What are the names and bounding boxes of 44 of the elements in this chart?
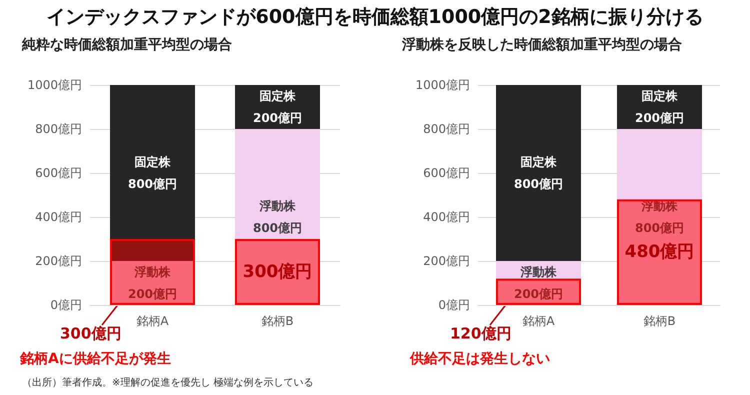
chart-title: インデックスファンドが600億円を時価総額1000億円の2銘柄に振り分ける: [46, 5, 704, 30]
y-tick-label: 200億円: [35, 254, 82, 268]
y-tick-label: 0億円: [438, 298, 470, 312]
x-tick-label: 銘柄B: [261, 314, 294, 328]
y-tick-label: 1000億円: [415, 78, 470, 92]
data-label: 200億円: [514, 287, 564, 301]
x-tick-label: 銘柄B: [643, 314, 676, 328]
bar: [235, 129, 320, 305]
text: （出所）筆者作成。※理解の促進を優先し 極端な例を示している: [22, 376, 314, 388]
y-tick-label: 400億円: [35, 210, 82, 224]
series-label: 固定株: [260, 89, 296, 103]
x-tick-label: 銘柄A: [522, 314, 556, 328]
text: 120億円: [450, 324, 512, 342]
y-tick-label: 800億円: [423, 122, 470, 136]
data-label: 800億円: [128, 177, 178, 191]
data-label: 200億円: [634, 111, 684, 125]
chart-subtitle: 浮動株を反映した時価総額加重平均型の場合: [401, 36, 682, 53]
series-label: 固定株: [642, 89, 678, 103]
y-tick-label: 200億円: [423, 254, 470, 268]
data-label: 800億円: [514, 177, 564, 191]
text: 銘柄Aに供給不足が発生: [19, 351, 171, 367]
y-tick-label: 600億円: [35, 166, 82, 180]
text: 固定株: [134, 155, 170, 169]
bar: [496, 85, 581, 261]
text: 供給不足は発生しない: [409, 351, 550, 367]
y-tick-label: 400億円: [423, 210, 470, 224]
series-label: 浮動株: [520, 265, 558, 279]
y-tick-label: 600億円: [423, 166, 470, 180]
x-tick-label: 銘柄A: [136, 314, 170, 328]
data-label: 200億円: [252, 111, 302, 125]
y-tick-label: 1000億円: [27, 78, 82, 92]
data-label: 480億円: [624, 242, 694, 262]
text: 固定株: [520, 155, 556, 169]
y-tick-label: 0億円: [50, 298, 82, 312]
data-label: 800億円: [634, 221, 684, 235]
series-label: 浮動株: [134, 265, 172, 279]
data-label: 300億円: [242, 262, 312, 282]
text: 浮動株: [260, 199, 296, 213]
text: 300億円: [60, 324, 122, 342]
y-tick-label: 800億円: [35, 122, 82, 136]
data-label: 200億円: [128, 287, 178, 301]
chart-subtitle: 純粋な時価総額加重平均型の場合: [21, 36, 232, 53]
bar: [617, 129, 702, 305]
data-label: 800億円: [252, 221, 302, 235]
